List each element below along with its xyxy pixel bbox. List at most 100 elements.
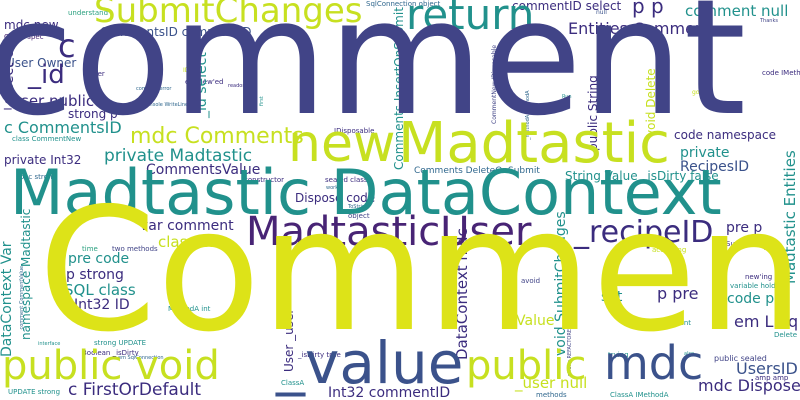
word: _user xyxy=(86,70,105,78)
word: ClassA xyxy=(281,379,305,387)
word: Int32 ID xyxy=(74,297,130,313)
word: RecipesID xyxy=(680,159,750,175)
word: p strong xyxy=(66,267,124,283)
word: pre code xyxy=(68,251,130,267)
word: Run xyxy=(562,94,572,100)
word: private Madtastic xyxy=(104,146,253,166)
word: em SqlConnection xyxy=(118,355,164,361)
word: comment null xyxy=(685,2,789,20)
word: Grank spec xyxy=(4,33,44,41)
word: variable holding xyxy=(730,282,787,290)
word: Comment xyxy=(38,172,800,370)
word: int xyxy=(764,246,771,252)
word: code pre xyxy=(727,291,789,307)
word: _isDirty true xyxy=(298,351,341,359)
word: private xyxy=(680,145,730,161)
word: SubmitChanges xyxy=(94,0,363,31)
word: constructor xyxy=(244,176,285,184)
word: time xyxy=(82,245,98,253)
word: amp amp xyxy=(755,374,789,382)
word: CommentsValue xyxy=(146,162,261,178)
word: mdc new xyxy=(4,18,59,32)
word: code IMethodA xyxy=(762,69,800,77)
word: methods xyxy=(536,391,567,399)
word: em Linq xyxy=(734,312,799,331)
word: em new'ed xyxy=(185,78,224,86)
word: SQL class xyxy=(64,281,136,299)
word: mdc Comments xyxy=(130,124,304,149)
word: c xyxy=(58,27,76,65)
word: understand xyxy=(68,9,109,17)
word: compiler error xyxy=(136,86,172,92)
word: IDisposable xyxy=(334,127,375,135)
word: MadtasticUser xyxy=(246,209,532,255)
word: Delete xyxy=(774,331,797,339)
word: strong p xyxy=(68,107,118,121)
word: Madtastic xyxy=(398,111,670,176)
word: User Owner xyxy=(6,56,77,70)
word: public void xyxy=(2,343,220,389)
word: DataContext Var xyxy=(0,241,15,357)
word: var comment xyxy=(140,218,234,234)
word: set xyxy=(601,289,623,305)
word: c FirstOrDefault xyxy=(68,380,202,400)
word: pre p xyxy=(726,220,763,236)
word: Madtastic DataContext xyxy=(10,156,722,229)
word: Value xyxy=(516,313,555,329)
word: class em xyxy=(158,233,224,251)
word: String Value _isDirty false xyxy=(565,169,719,183)
word: p pre xyxy=(657,284,699,303)
word: private Int32 xyxy=(4,153,82,167)
word: ID xyxy=(183,67,190,74)
word: according xyxy=(652,246,687,254)
word: class CommentNew xyxy=(12,135,82,143)
word: Entities Comment xyxy=(568,19,712,38)
word: Thanks xyxy=(760,18,778,24)
word: Dispose code xyxy=(295,191,376,205)
word: _value xyxy=(276,329,464,397)
word: UsersID xyxy=(736,359,798,378)
word: mdc Dispose xyxy=(698,376,800,395)
word: avoid xyxy=(521,277,541,285)
word: code namespace xyxy=(674,128,776,142)
word: mdc xyxy=(604,336,704,390)
word: Comments DeleteOnSubmit xyxy=(414,166,540,176)
word: first xyxy=(244,102,254,108)
word: cause xyxy=(147,79,162,85)
word: trying xyxy=(608,351,629,359)
word: new xyxy=(288,114,396,174)
word: _id xyxy=(28,60,65,90)
word: strong UPDATE xyxy=(94,339,147,347)
word: _user null xyxy=(515,374,588,392)
word: new'ing xyxy=(745,273,773,281)
word: object xyxy=(348,212,370,220)
word: SqlConnection object xyxy=(366,0,441,8)
word: also xyxy=(684,351,695,357)
word: sealed class xyxy=(325,176,368,184)
word: equivalent xyxy=(654,319,691,327)
word: Suppose xyxy=(726,240,757,248)
word: public xyxy=(466,343,587,389)
word: return xyxy=(406,0,535,39)
word: public sealed xyxy=(714,354,767,363)
word: _recipeID xyxy=(574,215,714,250)
word: commentID select xyxy=(512,0,622,13)
word: Boolean _isDirty xyxy=(82,349,139,357)
word: ToString xyxy=(348,204,369,210)
word: MethodA int xyxy=(168,305,211,313)
word: _user public xyxy=(4,92,95,110)
word: Console WriteLine xyxy=(143,102,189,108)
word: work xyxy=(326,185,339,191)
word: comment xyxy=(0,0,747,151)
word: p p xyxy=(632,0,664,18)
word: null xyxy=(596,9,607,16)
word: ClassA IMethodA xyxy=(610,391,669,399)
word: CommentsID commentID xyxy=(100,25,252,39)
word: readonly xyxy=(228,83,250,89)
word: c CommentsID xyxy=(4,118,122,137)
word: way xyxy=(623,320,634,326)
word: Int32 commentID xyxy=(328,385,451,400)
word: go xyxy=(692,89,700,96)
word: spec strong xyxy=(16,173,57,181)
